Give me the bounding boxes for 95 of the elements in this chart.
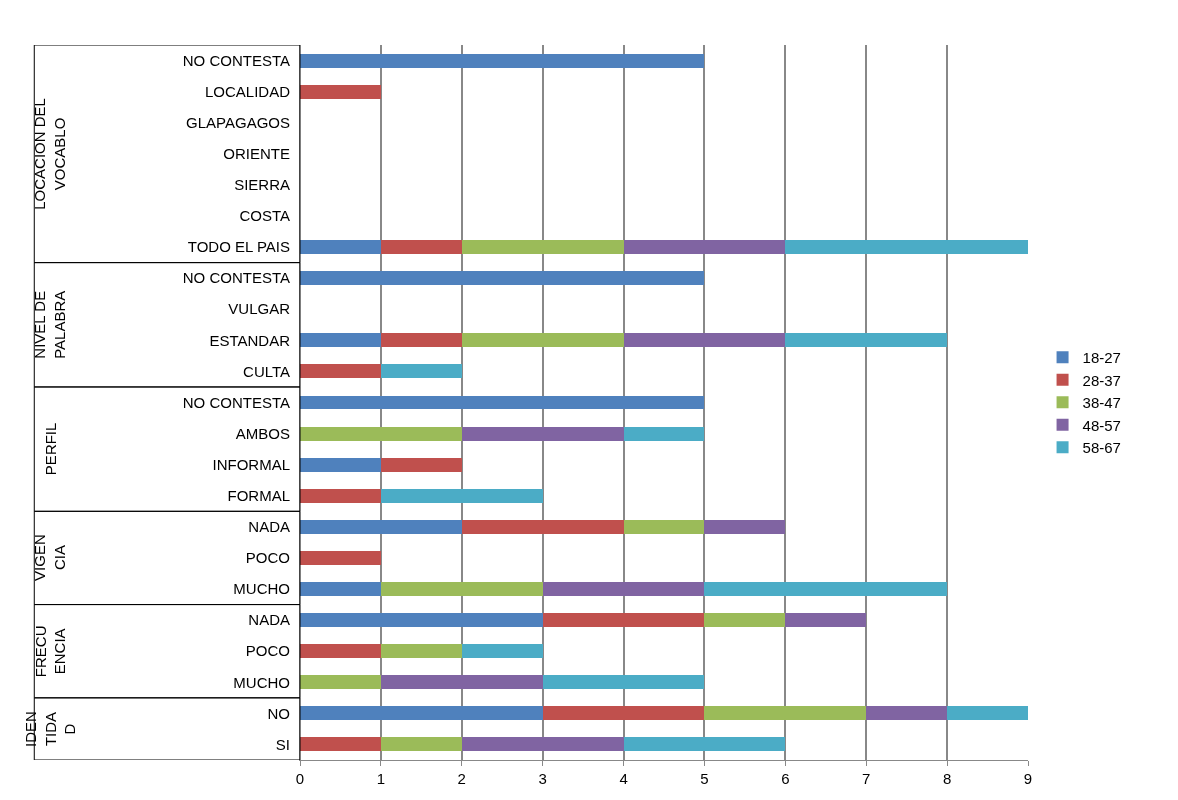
bar xyxy=(947,706,1028,721)
x-tick-label: 4 xyxy=(619,770,628,787)
bar xyxy=(300,644,381,659)
bar xyxy=(461,333,624,348)
bar xyxy=(380,737,462,752)
bar xyxy=(300,550,381,565)
bar xyxy=(300,519,462,534)
bar xyxy=(300,737,381,752)
bar xyxy=(461,426,624,441)
y-tick-label: POCO xyxy=(245,642,290,660)
bar xyxy=(704,519,786,534)
bar xyxy=(704,613,786,628)
x-tick-label: 5 xyxy=(700,770,709,787)
y-tick-label: LOCALIDAD xyxy=(204,82,291,100)
bar xyxy=(623,737,786,752)
bar xyxy=(542,613,705,628)
bar xyxy=(300,706,543,721)
bar xyxy=(300,613,543,628)
bar xyxy=(300,364,381,379)
bar xyxy=(300,53,705,68)
bar xyxy=(623,519,705,534)
bar xyxy=(461,519,624,534)
text: IDEN TIDA D xyxy=(22,711,79,747)
y-tick-label: NO xyxy=(267,704,290,722)
y-tick-label: NO CONTESTA xyxy=(182,393,290,411)
bar xyxy=(623,333,786,348)
bar xyxy=(542,582,705,597)
text: FRECU ENCIA xyxy=(31,625,69,678)
x-tick-label: 6 xyxy=(781,770,790,787)
y-tick-label: ORIENTE xyxy=(223,145,290,163)
bar xyxy=(623,240,786,255)
y-tick-label: NO CONTESTA xyxy=(182,269,290,287)
bar xyxy=(704,582,948,597)
bar xyxy=(461,240,624,255)
bar xyxy=(785,240,1028,255)
bar xyxy=(623,426,705,441)
y-tick-label: POCO xyxy=(245,549,290,567)
y-tick-label: MUCHO xyxy=(233,673,290,691)
bar xyxy=(785,613,867,628)
text: LOCACION DEL VOCABLO xyxy=(31,98,68,210)
y-tick-label: COSTA xyxy=(239,207,290,225)
x-tick-label: 2 xyxy=(457,770,466,787)
y-tick-label: AMBOS xyxy=(235,424,290,442)
legend-label: 58-67 xyxy=(1082,439,1121,457)
x-tick-label: 8 xyxy=(942,770,952,787)
bar xyxy=(300,582,381,597)
bar xyxy=(542,706,705,721)
y-tick-label: MUCHO xyxy=(233,580,290,598)
bar xyxy=(380,364,462,379)
bar xyxy=(785,333,948,348)
bar xyxy=(380,488,543,503)
bar xyxy=(461,644,543,659)
bar xyxy=(300,675,381,690)
text: NIVEL DE PALABRA xyxy=(31,290,68,359)
bar xyxy=(300,333,381,348)
y-tick-label: ESTANDAR xyxy=(209,331,291,349)
legend-label: 38-47 xyxy=(1082,394,1121,412)
text: VIGEN CIA xyxy=(31,534,68,581)
y-tick-label: NO CONTESTA xyxy=(182,51,290,69)
y-tick-label: GLAPAGAGOS xyxy=(186,113,290,131)
bar xyxy=(542,675,705,690)
bar xyxy=(300,457,381,472)
bar xyxy=(380,457,462,472)
y-tick-label: FORMAL xyxy=(227,487,290,505)
bar xyxy=(380,240,462,255)
bar xyxy=(300,240,381,255)
y-tick-label: VULGAR xyxy=(228,300,291,318)
legend-label: 48-57 xyxy=(1082,416,1121,434)
y-tick-label: TODO EL PAIS xyxy=(187,238,290,256)
x-tick-label: 0 xyxy=(295,770,305,787)
bar xyxy=(300,488,381,503)
x-tick-label: 9 xyxy=(1023,770,1033,787)
legend-label: 28-37 xyxy=(1082,371,1121,389)
y-tick-label: CULTA xyxy=(243,362,290,380)
bar xyxy=(380,333,462,348)
bar xyxy=(461,737,624,752)
bar xyxy=(866,706,948,721)
y-tick-label: SI xyxy=(275,735,290,753)
y-tick-label: NADA xyxy=(248,518,290,536)
y-tick-label: SIERRA xyxy=(234,176,290,194)
x-tick-label: 1 xyxy=(376,770,386,787)
bar xyxy=(380,675,543,690)
bar xyxy=(300,395,705,410)
x-tick-label: 7 xyxy=(862,770,871,787)
bar xyxy=(380,644,462,659)
bar xyxy=(380,582,543,597)
bar xyxy=(300,426,462,441)
bar xyxy=(300,271,705,286)
y-tick-label: INFORMAL xyxy=(212,455,290,473)
x-tick-label: 3 xyxy=(538,770,547,787)
text: PERFIL xyxy=(41,422,59,476)
bar xyxy=(704,706,867,721)
legend-label: 18-27 xyxy=(1082,349,1121,367)
bar xyxy=(300,84,381,99)
y-tick-label: NADA xyxy=(248,611,290,629)
